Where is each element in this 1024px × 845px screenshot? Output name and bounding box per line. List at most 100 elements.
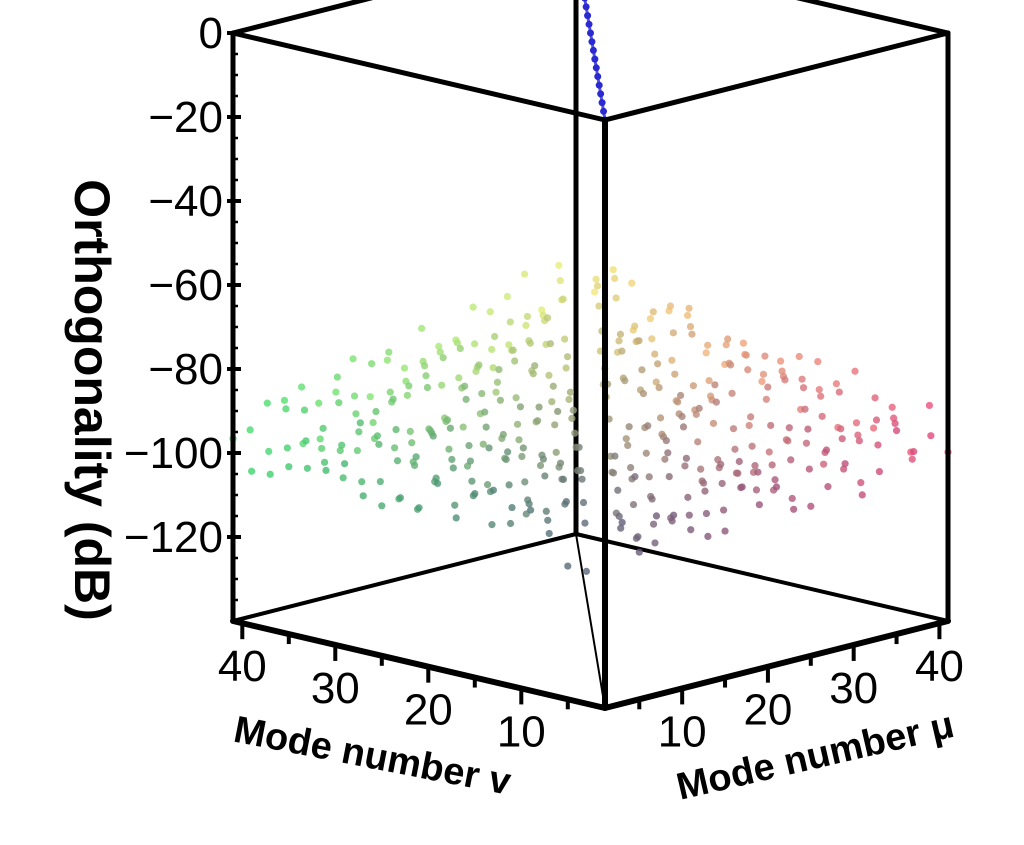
data-point — [577, 467, 585, 475]
data-point — [664, 449, 672, 457]
data-point — [412, 453, 420, 461]
data-point — [611, 452, 619, 460]
data-point — [870, 424, 878, 432]
data-point — [459, 423, 467, 431]
data-point — [627, 463, 635, 472]
data-point — [804, 425, 812, 433]
data-point — [711, 381, 719, 389]
data-point — [579, 498, 588, 507]
data-point — [545, 529, 553, 538]
data-point — [628, 279, 636, 287]
data-point — [526, 339, 534, 347]
data-point — [542, 507, 550, 515]
data-point — [518, 452, 526, 461]
data-point — [248, 467, 256, 475]
data-point — [781, 376, 789, 384]
box-edge-back-bottom — [575, 532, 949, 623]
data-point — [556, 277, 564, 285]
data-point — [771, 476, 779, 484]
data-point — [488, 521, 496, 529]
data-point — [493, 378, 502, 386]
data-point — [762, 395, 770, 403]
data-point — [754, 468, 762, 476]
box-edge-hidden — [575, 533, 606, 709]
box-edge-top-front-mu — [602, 30, 951, 123]
data-point — [822, 446, 831, 454]
data-point — [484, 481, 492, 489]
y-tick-labels: 10 20 30 40 — [218, 642, 546, 756]
data-point — [871, 394, 879, 402]
data-point — [609, 469, 618, 477]
data-point — [767, 421, 775, 430]
data-point — [593, 282, 602, 290]
data-point — [468, 477, 476, 485]
data-point — [505, 341, 513, 349]
data-point — [263, 399, 271, 407]
data-point — [908, 455, 916, 463]
data-point — [642, 449, 650, 457]
data-point — [516, 403, 525, 411]
data-point — [777, 357, 785, 365]
data-point — [802, 439, 811, 447]
data-point — [448, 455, 456, 464]
data-point — [787, 456, 795, 464]
data-point — [515, 436, 523, 444]
data-point — [319, 424, 327, 432]
data-point — [639, 390, 648, 398]
data-point — [662, 436, 670, 445]
data-point — [481, 408, 489, 416]
box-edge-back-bottom — [232, 532, 577, 623]
data-point — [356, 419, 364, 427]
data-point — [611, 274, 619, 282]
data-point — [513, 420, 522, 428]
data-point — [824, 483, 832, 491]
data-point — [631, 473, 639, 481]
data-point — [745, 421, 753, 430]
data-point — [385, 348, 393, 356]
data-point — [283, 444, 291, 452]
data-point — [874, 441, 882, 449]
data-point — [544, 516, 552, 524]
data-point — [534, 417, 542, 425]
data-point — [702, 509, 711, 518]
data-point — [621, 377, 629, 385]
z-tick-label: 0 — [199, 9, 223, 58]
data-point — [679, 423, 688, 431]
data-point — [649, 308, 657, 316]
mu-tick-label: 30 — [829, 664, 878, 713]
data-point — [349, 355, 357, 363]
box-edge-top-back-mu — [795, 0, 951, 36]
z-tick-label: −80 — [148, 345, 223, 394]
data-point — [486, 308, 494, 316]
data-point — [411, 461, 419, 469]
data-point — [449, 464, 457, 472]
data-point — [548, 398, 556, 406]
data-point — [265, 447, 273, 456]
data-point — [712, 398, 720, 406]
data-point — [315, 399, 323, 407]
data-point — [648, 335, 656, 343]
data-point — [581, 519, 589, 527]
data-point — [520, 270, 529, 278]
data-point — [408, 439, 416, 447]
data-point — [512, 394, 520, 402]
data-point — [652, 378, 660, 386]
data-point — [527, 506, 535, 514]
v-tick-label: 20 — [404, 686, 453, 735]
data-point — [523, 312, 532, 321]
data-point — [246, 426, 254, 434]
data-point — [335, 399, 343, 407]
data-point — [888, 403, 896, 411]
data-point — [508, 503, 516, 512]
z-tick-label: −40 — [148, 177, 223, 226]
data-point — [685, 511, 693, 519]
data-point — [353, 446, 361, 455]
data-point — [617, 524, 625, 532]
data-point — [925, 401, 934, 410]
data-point — [784, 437, 792, 445]
data-point — [529, 370, 537, 378]
data-point — [755, 501, 763, 509]
data-point — [595, 302, 603, 310]
data-point — [727, 361, 735, 369]
data-point — [562, 364, 570, 372]
